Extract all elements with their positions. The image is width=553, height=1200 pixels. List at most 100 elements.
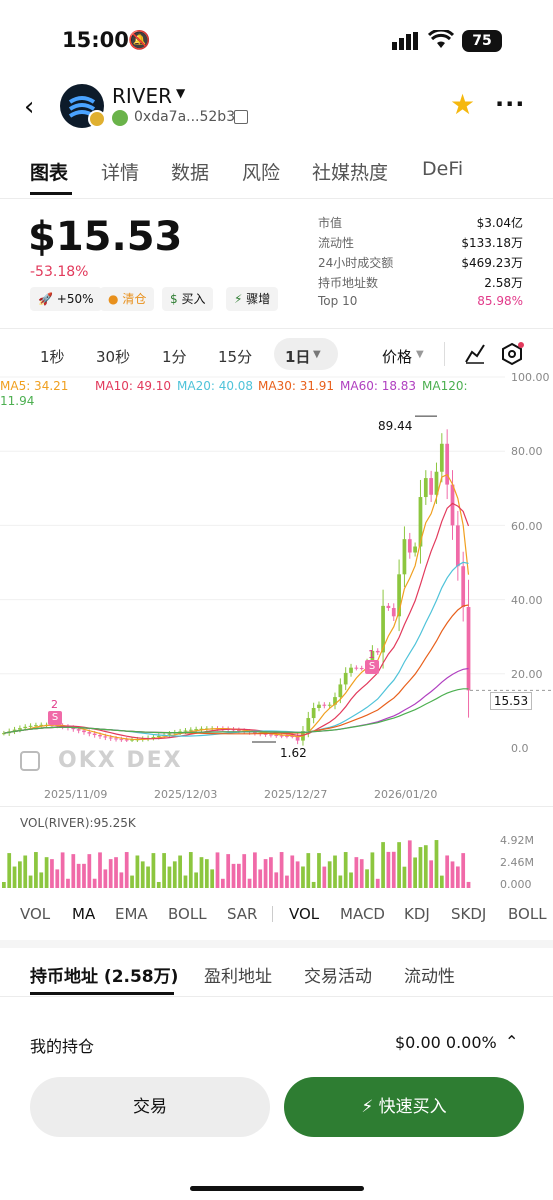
volume-bar [407,840,412,888]
x-tick: 2025/12/27 [264,788,328,801]
divider [272,906,273,922]
sell-marker-icon[interactable]: S [48,711,62,725]
fullscreen-icon[interactable] [20,751,40,771]
volume-bar [226,854,231,888]
settings-icon[interactable] [500,342,524,370]
indicator-kdj[interactable]: KDJ [404,905,430,923]
caret-down-icon[interactable]: ▼ [313,349,321,360]
stat-label: 市值 [318,216,343,230]
indicator-boll[interactable]: BOLL [168,905,207,923]
sell-marker-icon[interactable]: S [365,660,379,674]
timeframe-1m[interactable]: 1分 [162,348,187,366]
rocket-icon: 🚀 [38,292,53,306]
volume-bar [429,860,434,888]
candle-body [18,728,22,730]
volume-bar [183,875,188,888]
price-change: -53.18% [30,264,89,280]
tab-social[interactable]: 社媒热度 [312,162,389,184]
volume-bar [188,852,193,888]
volume-bar [461,853,466,888]
trade-button[interactable]: 交易 [30,1077,270,1137]
chip-surge[interactable]: ⚡ 骤增 [226,287,279,311]
volume-bar [242,854,247,888]
candle-body [333,697,337,705]
chain-badge-icon [88,110,106,128]
volume-bar [365,869,369,888]
candle-body [269,734,273,736]
candle-body [167,733,172,735]
stat-label: 24小时成交额 [318,256,394,270]
candle-body [311,707,316,719]
timeframe-30s[interactable]: 30秒 [96,348,131,366]
back-icon[interactable]: ‹ [24,92,35,122]
indicator-macd[interactable]: MACD [340,905,385,923]
vol-tick: 0.000 [500,878,532,891]
volume-bar [322,866,327,888]
volume-bar [445,855,450,888]
tab-profit-addresses[interactable]: 盈利地址 [204,967,272,987]
timeframe-1s[interactable]: 1秒 [40,348,65,366]
indicator-icon[interactable] [464,342,486,368]
volume-bar [466,881,471,888]
volume-bar [237,863,241,888]
caret-down-icon[interactable]: ▼ [416,349,424,360]
home-indicator [190,1186,364,1191]
indicator-vol-sub[interactable]: VOL [289,905,320,923]
volume-bar [162,853,166,888]
indicator-ema[interactable]: EMA [115,905,148,923]
ma10-label: MA10: 49.10 [95,379,172,393]
chip-rocket[interactable]: 🚀 +50% [30,287,102,311]
volume-bar [44,857,49,888]
indicator-skdj[interactable]: SKDJ [451,905,487,923]
volume-bar [12,866,17,888]
indicator-vol[interactable]: VOL [20,905,51,923]
tab-trade-activity[interactable]: 交易活动 [304,967,372,987]
timeframe-15m[interactable]: 15分 [218,348,253,366]
quick-buy-button[interactable]: ⚡ 快速买入 [284,1077,524,1137]
high-label: 89.44 [378,419,413,433]
candle-body [199,728,204,730]
chevron-up-icon[interactable]: ⌃ [505,1032,519,1051]
token-name[interactable]: RIVER [112,84,173,108]
volume-bar [253,852,257,888]
tab-risk[interactable]: 风险 [242,162,281,184]
volume-chart[interactable] [0,830,553,892]
volume-bar [418,847,423,888]
tab-underline [30,192,72,195]
tab-underline [30,992,174,995]
volume-bar [263,859,268,888]
tab-chart[interactable]: 图表 [30,162,69,184]
candle-body [349,667,353,673]
ma20-label: MA20: 40.08 [177,379,254,393]
indicator-sar[interactable]: SAR [227,905,258,923]
divider [0,996,553,997]
ma60-line [3,667,469,734]
chip-buy[interactable]: $ 买入 [162,287,214,311]
indicator-ma[interactable]: MA [72,905,96,923]
star-icon[interactable]: ★ [450,88,476,121]
tab-holders[interactable]: 持币地址 (2.58万) [30,967,179,987]
volume-bar [60,852,65,888]
ma120-value: 11.94 [0,394,35,408]
timeframe-1d[interactable]: 1日 [285,348,311,366]
candle-body [87,732,92,734]
tab-details[interactable]: 详情 [101,162,140,184]
more-icon[interactable]: ··· [495,90,526,118]
current-price: $15.53 [28,214,183,260]
copy-icon[interactable] [234,110,248,124]
caret-down-icon[interactable]: ▼ [176,86,186,100]
candle-body [450,484,455,526]
candle-body [188,729,193,731]
tab-data[interactable]: 数据 [171,162,210,184]
indicator-boll-sub[interactable]: BOLL [508,905,547,923]
candle-body [439,443,444,472]
tab-defi[interactable]: DeFi [422,158,464,180]
volume-bar [28,875,33,888]
price-chart[interactable] [0,372,553,792]
price-selector[interactable]: 价格 [382,348,413,366]
ma120-label: MA120: [422,379,468,393]
volume-bar [98,852,102,888]
tab-liquidity[interactable]: 流动性 [404,967,455,987]
chip-clear[interactable]: ● 清仓 [100,287,155,311]
volume-bar [258,869,263,888]
